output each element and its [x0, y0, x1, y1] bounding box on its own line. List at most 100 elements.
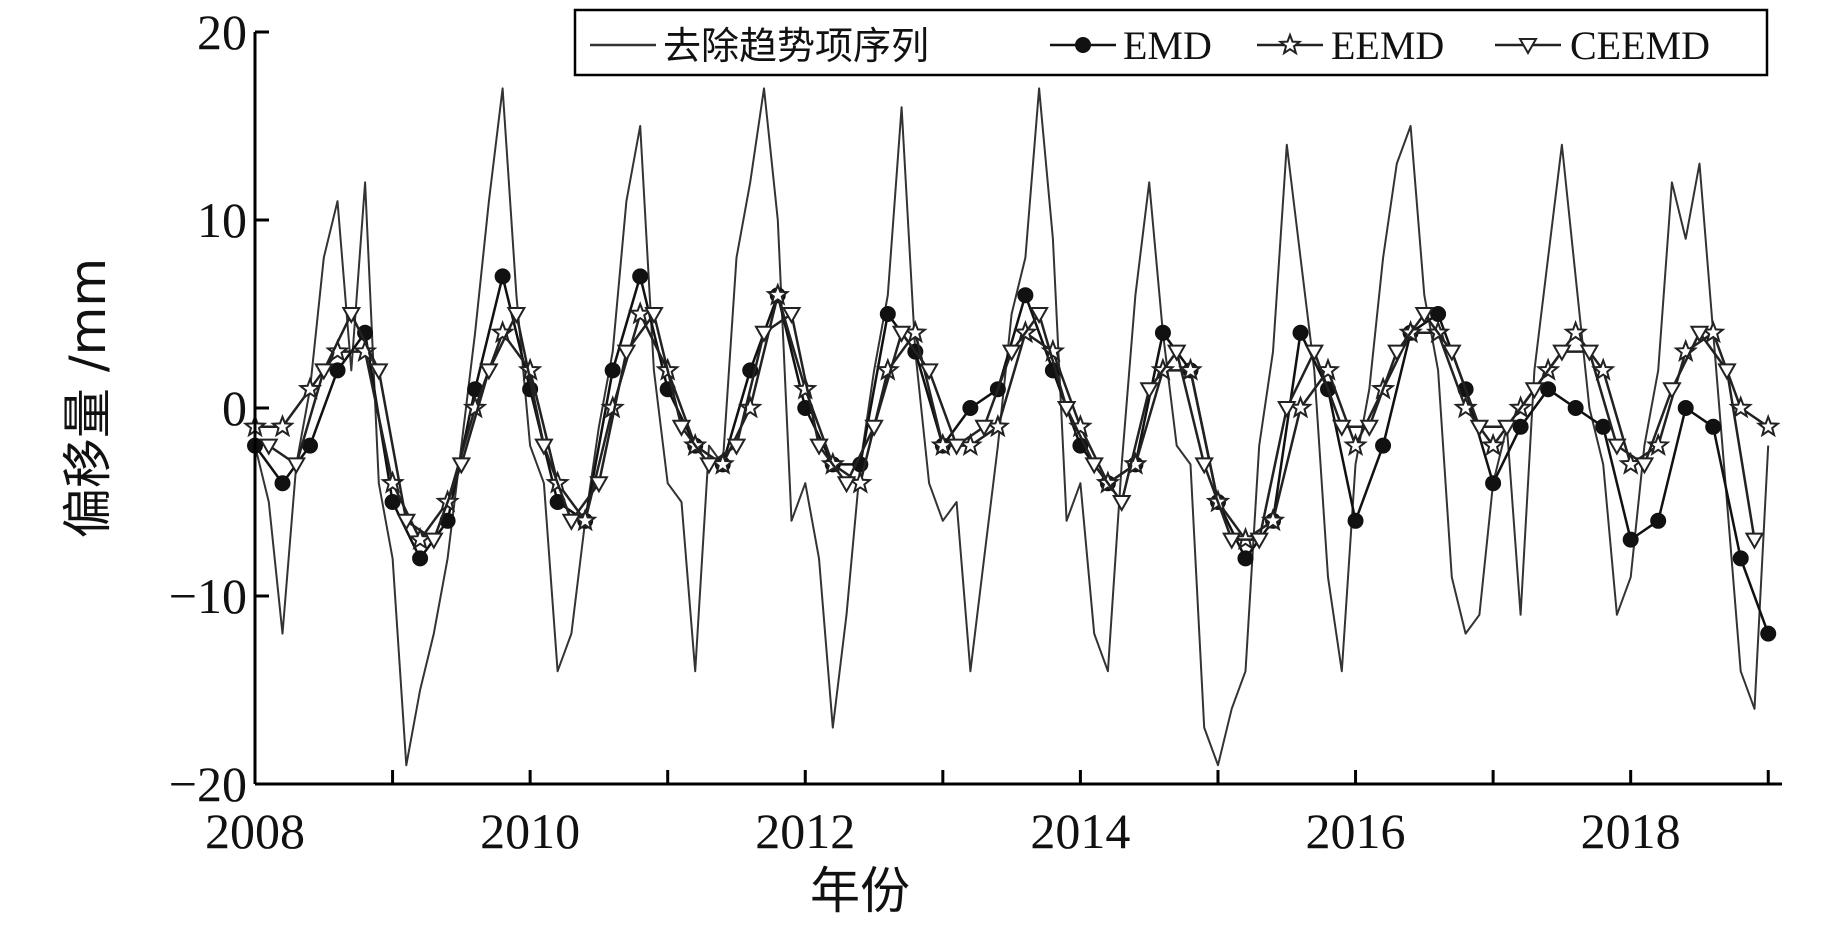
- data-point: [1453, 395, 1478, 419]
- data-point: [1343, 432, 1368, 457]
- legend: 去除趋势项序列 EMD EEMD CEEMD: [573, 8, 1769, 77]
- data-point: [1650, 512, 1667, 529]
- legend-item: EEMD: [1257, 23, 1444, 68]
- data-point: [1622, 531, 1639, 548]
- series-1: [254, 87, 1770, 767]
- data-point: [297, 376, 323, 400]
- data-point: [325, 338, 350, 363]
- data-point: [1277, 401, 1297, 419]
- legend-item: CEEMD: [1495, 23, 1710, 68]
- legend-swatch-marker: [1518, 38, 1538, 56]
- data-point: [462, 395, 488, 419]
- x-tick-label: 2010: [480, 803, 580, 859]
- data-point: [1375, 437, 1392, 454]
- data-point: [494, 268, 511, 285]
- legend-item: EMD: [1050, 23, 1212, 68]
- data-point: [1068, 413, 1093, 438]
- series-line: [253, 275, 1770, 635]
- data-point: [1662, 382, 1682, 400]
- legend-swatch-marker: [1075, 37, 1091, 53]
- data-point: [424, 532, 444, 550]
- plot-area: [242, 87, 1781, 767]
- data-point: [1347, 512, 1364, 529]
- legend-label: EEMD: [1331, 23, 1444, 68]
- data-point: [946, 438, 967, 456]
- data-point: [848, 470, 873, 494]
- data-point: [958, 432, 983, 457]
- data-point: [1618, 451, 1643, 475]
- data-point: [1607, 438, 1627, 456]
- data-point: [644, 307, 664, 325]
- data-point: [974, 419, 994, 437]
- data-point: [1579, 344, 1600, 362]
- data-point: [1744, 532, 1765, 550]
- x-tick-label: 2016: [1306, 803, 1406, 859]
- data-point: [1123, 451, 1148, 475]
- data-point: [1111, 495, 1132, 513]
- data-point: [737, 395, 763, 419]
- data-point: [314, 363, 334, 381]
- data-point: [1260, 507, 1286, 532]
- data-point: [1442, 344, 1462, 362]
- data-point: [1084, 457, 1104, 475]
- x-tick-label: 2008: [205, 803, 305, 859]
- data-point: [879, 306, 896, 322]
- data-point: [1178, 357, 1203, 381]
- data-point: [1497, 419, 1517, 437]
- data-point: [1029, 307, 1049, 325]
- data-point: [726, 438, 747, 456]
- data-point: [369, 363, 389, 381]
- data-point: [1540, 381, 1557, 398]
- data-point: [1139, 382, 1159, 400]
- x-tick-label: 2018: [1581, 803, 1681, 859]
- data-point: [1237, 550, 1254, 567]
- data-point: [561, 513, 582, 531]
- data-point: [1292, 324, 1309, 341]
- data-point: [754, 325, 774, 343]
- y-tick-label: 0: [222, 380, 247, 436]
- data-point: [1590, 357, 1616, 381]
- data-point: [604, 362, 621, 379]
- data-point: [671, 419, 692, 437]
- x-tick-label: 2012: [755, 803, 855, 859]
- data-point: [1001, 344, 1022, 362]
- data-point: [1332, 419, 1352, 437]
- data-point: [302, 437, 319, 454]
- data-point: [1645, 432, 1671, 457]
- data-point: [1469, 419, 1490, 437]
- data-point: [1552, 344, 1572, 362]
- series-4: [259, 307, 1765, 550]
- data-point: [710, 451, 735, 475]
- data-point: [534, 438, 554, 456]
- data-point: [699, 457, 719, 475]
- data-point: [1304, 344, 1324, 362]
- data-point: [1222, 532, 1242, 550]
- data-point: [632, 268, 649, 285]
- data-point: [286, 457, 306, 475]
- data-point: [864, 419, 884, 437]
- axes: −20 −10 0 10 20 2008 2010 2012 2014 2016 2018: [169, 4, 1782, 859]
- data-point: [1056, 401, 1077, 419]
- data-point: [1673, 338, 1698, 363]
- series-line: [254, 87, 1770, 767]
- data-point: [836, 476, 857, 494]
- data-point: [259, 438, 279, 456]
- legend-item: 去除趋势项序列: [590, 24, 929, 68]
- data-point: [1689, 325, 1710, 343]
- data-point: [490, 319, 515, 344]
- data-point: [919, 363, 939, 381]
- data-point: [1359, 419, 1380, 437]
- data-point: [589, 476, 609, 494]
- data-point: [506, 307, 527, 325]
- data-point: [1480, 432, 1506, 457]
- data-point: [891, 325, 912, 343]
- data-point: [1040, 338, 1066, 363]
- data-point: [1414, 307, 1435, 325]
- data-point: [1166, 344, 1187, 362]
- data-point: [1567, 400, 1584, 416]
- data-point: [1760, 625, 1777, 642]
- data-point: [1755, 413, 1781, 438]
- data-point: [451, 457, 472, 475]
- data-point: [384, 494, 401, 510]
